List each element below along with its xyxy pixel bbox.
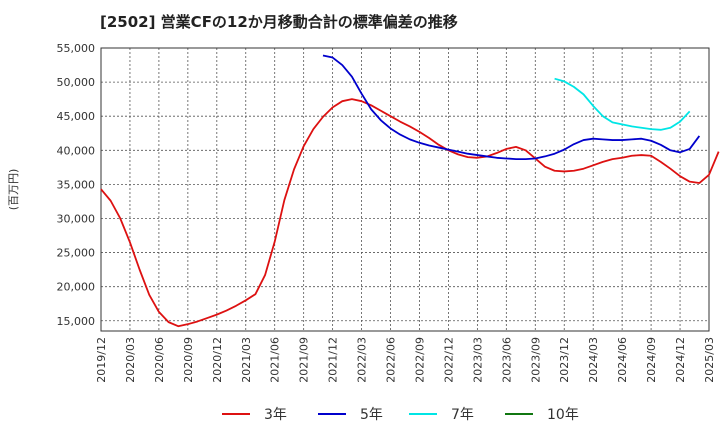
x-tick-label: 2020/03 <box>124 337 137 383</box>
y-tick-label: 25,000 <box>57 247 96 260</box>
legend-label: 10年 <box>547 407 579 423</box>
x-tick-label: 2024/03 <box>587 337 600 383</box>
series-lines <box>100 54 720 328</box>
x-tick-label: 2021/09 <box>298 337 311 383</box>
legend-label: 3年 <box>264 407 287 423</box>
x-tick-label: 2025/03 <box>703 337 716 383</box>
x-tick-label: 2024/09 <box>645 337 658 383</box>
y-tick-label: 40,000 <box>57 144 96 157</box>
legend: 3年 5年 7年 10年 <box>222 407 579 423</box>
series-line-7年 <box>554 77 691 131</box>
legend-label: 5年 <box>360 407 383 423</box>
x-tick-label: 2022/03 <box>356 337 369 383</box>
x-tick-label: 2024/06 <box>616 337 629 383</box>
chart-title: [2502] 営業CFの12か月移動合計の標準偏差の推移 <box>100 13 458 31</box>
x-tick-label: 2020/09 <box>182 337 195 383</box>
y-tick-label: 55,000 <box>57 42 96 55</box>
y-axis-label: (百万円) <box>7 169 20 211</box>
x-tick-label: 2023/03 <box>471 337 484 383</box>
y-tick-label: 20,000 <box>57 281 96 294</box>
x-tick-label: 2020/06 <box>153 337 166 383</box>
y-tick-label: 35,000 <box>57 178 96 191</box>
x-tick-label: 2021/06 <box>269 337 282 383</box>
x-tick-label: 2023/06 <box>500 337 513 383</box>
x-tick-label: 2023/12 <box>558 337 571 383</box>
grid-lines <box>100 47 710 331</box>
x-tick-label: 2022/09 <box>413 337 426 383</box>
x-tick-label: 2024/12 <box>674 337 687 383</box>
plot-border <box>100 47 710 332</box>
x-tick-label: 2020/12 <box>211 337 224 383</box>
y-tick-label: 50,000 <box>57 76 96 89</box>
x-tick-label: 2023/09 <box>529 337 542 383</box>
x-tick-label: 2021/03 <box>240 337 253 383</box>
x-tick-label: 2019/12 <box>95 337 108 383</box>
series-line-3年 <box>100 98 720 328</box>
x-tick-label: 2022/06 <box>385 337 398 383</box>
x-tick-label: 2021/12 <box>327 337 340 383</box>
x-tick-label: 2022/12 <box>442 337 455 383</box>
y-tick-label: 15,000 <box>57 315 96 328</box>
y-tick-label: 45,000 <box>57 110 96 123</box>
series-line-5年 <box>322 54 701 161</box>
axes: 15,000 20,000 25,000 30,000 35,000 40,000 45,0… <box>57 42 717 383</box>
y-tick-label: 30,000 <box>57 212 96 225</box>
legend-label: 7年 <box>451 407 474 423</box>
